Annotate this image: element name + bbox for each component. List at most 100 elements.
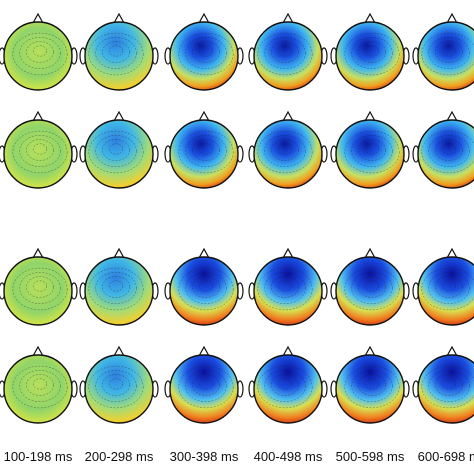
- nose: [446, 12, 458, 24]
- contour: [358, 41, 386, 63]
- contour: [108, 143, 124, 155]
- contour: [364, 280, 380, 292]
- contour: [192, 276, 220, 298]
- contour: [198, 143, 214, 155]
- contour: [344, 267, 400, 311]
- contour: [198, 45, 214, 57]
- contour: [19, 272, 61, 304]
- contour: [351, 37, 393, 69]
- nose: [282, 12, 294, 24]
- nose: [364, 110, 376, 122]
- time-label: 500-598 ms: [336, 449, 405, 464]
- contour: [257, 130, 313, 174]
- contour: [441, 378, 457, 390]
- contour: [26, 374, 54, 396]
- head-map: [0, 12, 78, 91]
- contour: [95, 37, 137, 69]
- contour: [428, 37, 470, 69]
- contour: [108, 378, 124, 390]
- contour: [428, 135, 470, 167]
- contour: [88, 365, 144, 409]
- contour: [32, 143, 48, 155]
- contour: [421, 365, 474, 409]
- scalp: [84, 256, 154, 326]
- nose: [446, 247, 458, 259]
- contour: [102, 139, 130, 161]
- contour: [257, 267, 313, 311]
- nose: [198, 12, 210, 24]
- nose: [282, 110, 294, 122]
- nose: [198, 345, 210, 357]
- contour: [178, 32, 234, 76]
- contour: [32, 280, 48, 292]
- scalp: [253, 119, 323, 189]
- head-map: [79, 12, 159, 91]
- nose: [113, 110, 125, 122]
- contour: [277, 280, 293, 292]
- contour: [271, 276, 299, 298]
- contour: [421, 130, 474, 174]
- scalp: [253, 21, 323, 91]
- contour: [358, 139, 386, 161]
- nose: [32, 247, 44, 259]
- contour: [351, 272, 393, 304]
- head-map: [79, 110, 159, 189]
- nose: [364, 12, 376, 24]
- head-map: [248, 247, 328, 326]
- nose: [364, 345, 376, 357]
- contour: [19, 135, 61, 167]
- scalp: [417, 119, 474, 189]
- contour: [435, 374, 463, 396]
- contour: [264, 370, 306, 402]
- nose: [446, 345, 458, 357]
- scalp: [84, 354, 154, 424]
- contour: [95, 272, 137, 304]
- time-label: 200-298 ms: [85, 449, 154, 464]
- contour: [108, 280, 124, 292]
- time-label: 100-198 ms: [4, 449, 73, 464]
- contour: [88, 130, 144, 174]
- contour: [441, 143, 457, 155]
- nose: [446, 110, 458, 122]
- head-map: [412, 247, 474, 326]
- contour: [198, 378, 214, 390]
- head-map: [248, 110, 328, 189]
- contour: [428, 272, 470, 304]
- contour: [32, 45, 48, 57]
- contour: [102, 276, 130, 298]
- nose: [364, 247, 376, 259]
- contour: [421, 267, 474, 311]
- contour: [351, 370, 393, 402]
- contour: [271, 139, 299, 161]
- contour: [364, 45, 380, 57]
- time-label: 300-398 ms: [170, 449, 239, 464]
- scalp: [253, 256, 323, 326]
- contour: [421, 32, 474, 76]
- contour: [88, 32, 144, 76]
- contour: [441, 45, 457, 57]
- contour: [264, 272, 306, 304]
- scalp: [253, 354, 323, 424]
- contour: [257, 32, 313, 76]
- contour: [178, 267, 234, 311]
- contour: [344, 365, 400, 409]
- contour: [185, 370, 227, 402]
- contour: [358, 374, 386, 396]
- time-labels: 100-198 ms 200-298 ms 300-398 ms 400-498…: [4, 449, 474, 464]
- contour: [12, 267, 68, 311]
- nose: [32, 110, 44, 122]
- contour: [351, 135, 393, 167]
- nose: [113, 12, 125, 24]
- contour: [12, 32, 68, 76]
- contour: [108, 45, 124, 57]
- scalp: [84, 21, 154, 91]
- contour: [12, 365, 68, 409]
- scalp: [417, 21, 474, 91]
- contour: [435, 139, 463, 161]
- contour: [344, 130, 400, 174]
- head-map: [330, 345, 410, 424]
- contour: [185, 272, 227, 304]
- contour: [435, 41, 463, 63]
- contour: [277, 45, 293, 57]
- contour: [264, 37, 306, 69]
